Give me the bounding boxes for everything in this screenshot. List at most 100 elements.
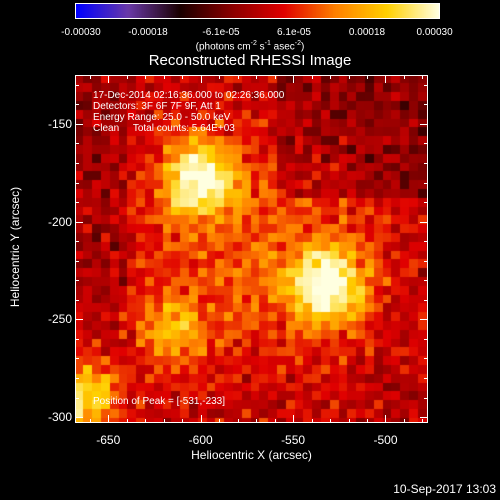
- y-minor-tick: [424, 182, 428, 184]
- y-minor-tick: [75, 182, 79, 184]
- colorbar-tick-label: 0.00018: [348, 27, 386, 38]
- y-minor-tick: [75, 162, 79, 164]
- x-minor-tick: [403, 419, 405, 423]
- x-tick-label: -500: [373, 433, 398, 447]
- y-tick-mark: [75, 319, 83, 321]
- x-minor-tick: [385, 419, 387, 423]
- y-minor-tick: [75, 338, 79, 340]
- timestamp: 10-Sep-2017 13:03: [393, 482, 496, 496]
- x-axis-label: Heliocentric X (arcsec): [191, 448, 312, 462]
- x-minor-tick: [330, 419, 332, 423]
- y-minor-tick: [75, 280, 79, 282]
- y-tick-label: -200: [47, 214, 72, 229]
- y-minor-tick: [424, 397, 428, 399]
- annotation-time-range: 17-Dec-2014 02:16:36.000 to 02:26:36.000: [93, 90, 285, 101]
- y-minor-tick: [75, 143, 79, 145]
- x-minor-tick: [403, 75, 405, 79]
- y-tick-mark: [75, 221, 83, 223]
- x-minor-tick: [293, 75, 295, 79]
- x-minor-tick: [237, 419, 239, 423]
- x-minor-tick: [126, 419, 128, 423]
- x-minor-tick: [256, 419, 258, 423]
- x-minor-tick: [182, 419, 184, 423]
- x-minor-tick: [182, 75, 184, 79]
- x-minor-tick: [274, 75, 276, 79]
- x-minor-tick: [163, 75, 165, 79]
- x-minor-tick: [219, 75, 221, 79]
- x-minor-tick: [256, 75, 258, 79]
- y-minor-tick: [424, 280, 428, 282]
- y-tick-label: -300: [47, 410, 72, 425]
- y-minor-tick: [75, 417, 79, 419]
- heatmap-image: [75, 75, 428, 423]
- colorbar-tick-label: 6.1e-05: [277, 27, 311, 38]
- x-minor-tick: [422, 75, 424, 79]
- x-tick-mark: [385, 75, 387, 83]
- y-minor-tick: [424, 202, 428, 204]
- y-minor-tick: [424, 143, 428, 145]
- y-minor-tick: [424, 260, 428, 262]
- y-minor-tick: [424, 358, 428, 360]
- x-minor-tick: [311, 419, 313, 423]
- x-minor-tick: [89, 419, 91, 423]
- y-tick-label: -150: [47, 116, 72, 131]
- x-minor-tick: [367, 75, 368, 79]
- annotation-peak-position: Position of Peak = [-531,-233]: [93, 396, 226, 407]
- y-minor-tick: [75, 104, 79, 106]
- x-tick-label: -600: [188, 433, 213, 447]
- x-minor-tick: [89, 75, 91, 79]
- x-tick-mark: [108, 75, 110, 83]
- x-minor-tick: [145, 75, 147, 79]
- x-tick-mark: [200, 75, 202, 83]
- y-minor-tick: [424, 241, 428, 243]
- chart-title: Reconstructed RHESSI Image: [148, 52, 352, 69]
- x-minor-tick: [330, 75, 332, 79]
- y-minor-tick: [424, 378, 428, 380]
- x-minor-tick: [422, 419, 424, 423]
- y-tick-mark: [75, 123, 83, 125]
- colorbar-tick-label: 0.00030: [416, 27, 453, 38]
- colorbar-tick-label: -0.00018: [128, 27, 168, 38]
- y-minor-tick: [424, 104, 428, 106]
- x-minor-tick: [145, 419, 147, 423]
- x-minor-tick: [108, 75, 110, 79]
- x-minor-tick: [293, 419, 295, 423]
- colorbar-tick-label: -6.1e-05: [202, 27, 240, 38]
- y-minor-tick: [424, 84, 428, 86]
- x-minor-tick: [385, 75, 387, 79]
- annotation-energy-range: Energy Range: 25.0 - 50.0 keV: [93, 112, 231, 123]
- x-tick-label: -650: [96, 433, 121, 447]
- y-minor-tick: [424, 319, 428, 321]
- annotation-detectors: Detectors: 3F 6F 7F 9F, Att 1: [93, 101, 221, 112]
- x-minor-tick: [163, 419, 165, 423]
- x-minor-tick: [274, 419, 276, 423]
- x-minor-tick: [367, 419, 368, 423]
- y-minor-tick: [75, 123, 79, 125]
- y-minor-tick: [424, 338, 428, 340]
- y-minor-tick: [424, 162, 428, 164]
- y-minor-tick: [424, 123, 428, 125]
- x-minor-tick: [237, 75, 239, 79]
- y-minor-tick: [75, 358, 79, 360]
- colorbar-tick-label: -0.00030: [61, 27, 101, 38]
- y-minor-tick: [424, 299, 428, 301]
- x-tick-mark: [293, 75, 295, 83]
- x-minor-tick: [348, 419, 350, 423]
- x-minor-tick: [200, 75, 202, 79]
- y-minor-tick: [75, 299, 79, 301]
- x-minor-tick: [200, 419, 202, 423]
- x-minor-tick: [348, 75, 350, 79]
- x-minor-tick: [311, 75, 313, 79]
- colorbar-unit: (photons cm-2 s-1 asec-2): [195, 40, 305, 53]
- y-minor-tick: [75, 397, 79, 399]
- annotation-total-counts: Clean Total counts: 5.64E+03: [93, 123, 235, 134]
- y-minor-tick: [424, 221, 428, 223]
- y-tick-label: -250: [47, 312, 72, 327]
- y-tick-mark: [75, 417, 83, 419]
- colorbar: [75, 3, 440, 19]
- x-tick-label: -550: [281, 433, 306, 447]
- x-minor-tick: [126, 75, 128, 79]
- y-minor-tick: [75, 84, 79, 86]
- y-minor-tick: [75, 260, 79, 262]
- y-axis-label: Heliocentric Y (arcsec): [8, 186, 22, 308]
